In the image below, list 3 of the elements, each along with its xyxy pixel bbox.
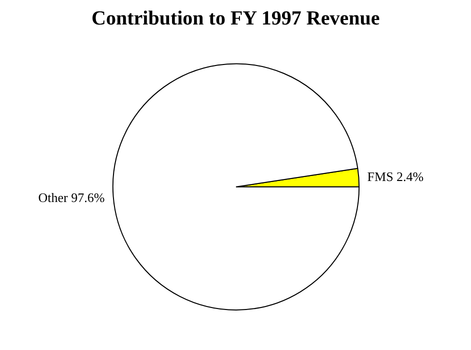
chart-title: Contribution to FY 1997 Revenue bbox=[92, 8, 380, 30]
slice-label: Other 97.6% bbox=[38, 190, 105, 205]
slice-label: FMS 2.4% bbox=[367, 168, 424, 184]
